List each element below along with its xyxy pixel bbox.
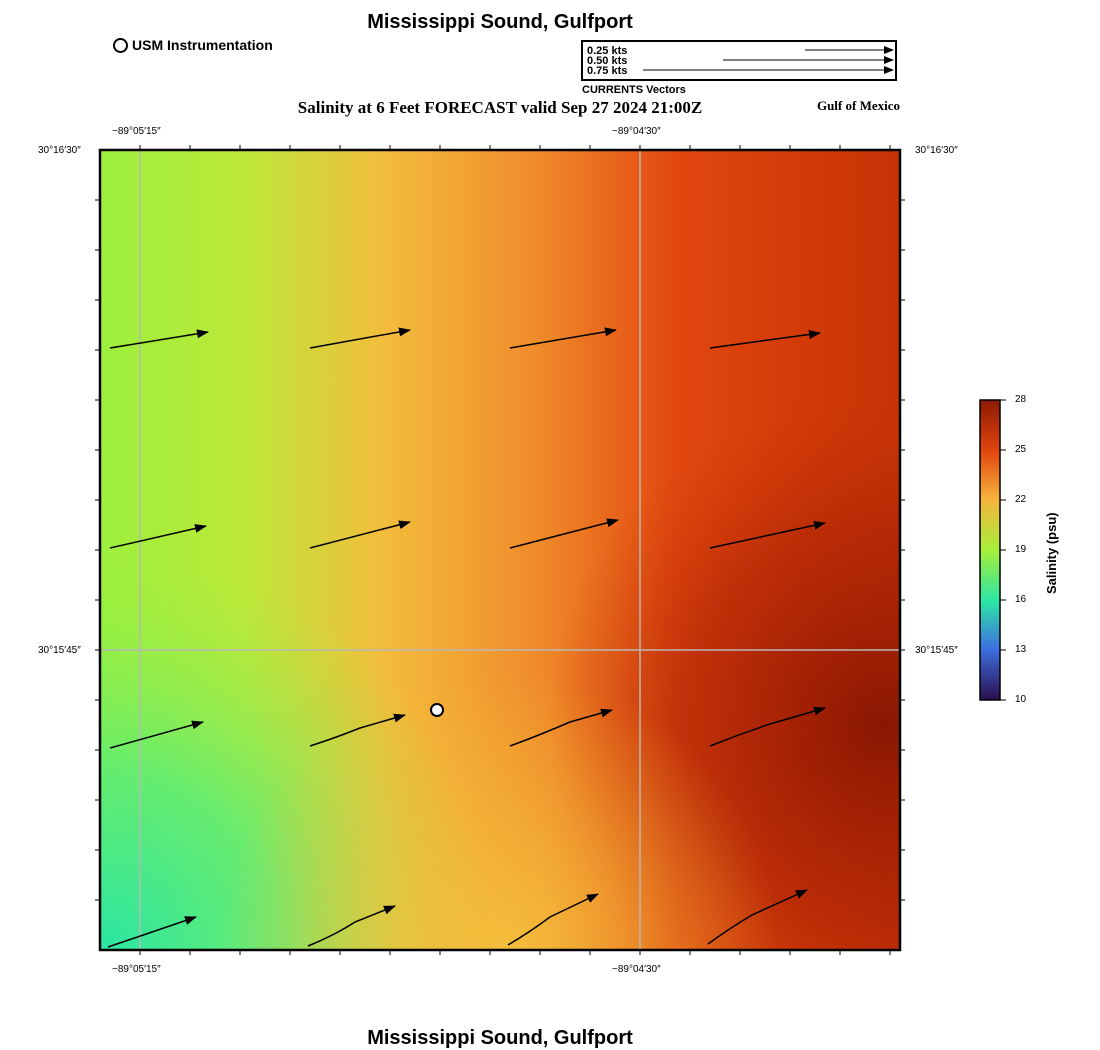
colorbar-tick: 19 (1015, 544, 1027, 555)
colorbar-label: Salinity (psu) (1044, 512, 1059, 594)
current-arrow (109, 329, 209, 349)
colorbar-tick: 28 (1015, 394, 1027, 405)
colorbar-tick: 16 (1015, 594, 1027, 605)
current-arrow (109, 720, 204, 749)
current-arrow (707, 889, 808, 945)
current-arrow (509, 518, 619, 549)
legend-speed-050: 0.50 kts (587, 55, 628, 67)
current-arrow (507, 893, 599, 946)
current-arrow (709, 520, 826, 549)
footer-title: Mississippi Sound, Gulfport (367, 1027, 633, 1049)
frame-ticks (95, 145, 905, 955)
lat-label-right-1: 30°16′30″ (915, 145, 958, 156)
current-arrow (509, 708, 613, 747)
colorbar-tick: 22 (1015, 494, 1027, 505)
legend-speed-025: 0.25 kts (587, 45, 628, 57)
colorbar-tick: 13 (1015, 644, 1027, 655)
current-arrow (309, 327, 411, 349)
map-subtitle: Salinity at 6 Feet FORECAST valid Sep 27… (297, 98, 703, 117)
lat-label-right-2: 30°15′45″ (915, 645, 958, 656)
map-title: Mississippi Sound, Gulfport (367, 11, 633, 33)
vector-legend-caption: CURRENTS Vectors (582, 84, 686, 96)
vector-legend-box: 0.25 kts 0.50 kts 0.75 kts (581, 40, 897, 81)
circle-marker-icon (113, 37, 128, 53)
lon-label-bottom-1: −89°05′15″ (112, 964, 161, 975)
legend-speed-075: 0.75 kts (587, 65, 628, 77)
current-arrow (309, 520, 411, 549)
lat-label-left-1: 30°16′30″ (38, 145, 81, 156)
lon-label-top-1: −89°05′15″ (112, 126, 161, 137)
current-arrow (107, 916, 197, 948)
current-arrow (709, 706, 826, 747)
current-arrow (309, 713, 406, 747)
current-arrow (307, 905, 396, 947)
current-vectors (107, 327, 826, 948)
station-marker[interactable] (430, 703, 444, 717)
current-arrow (509, 327, 617, 349)
lat-label-left-2: 30°15′45″ (38, 645, 81, 656)
region-label: Gulf of Mexico (816, 98, 900, 113)
colorbar-tick: 25 (1015, 444, 1027, 455)
station-legend-label: USM Instrumentation (132, 37, 273, 53)
lon-label-top-2: −89°04′30″ (612, 126, 661, 137)
colorbar (979, 399, 1006, 701)
colorbar-tick: 10 (1015, 694, 1027, 705)
current-arrow (709, 330, 821, 349)
current-arrow (109, 524, 207, 549)
lon-label-bottom-2: −89°04′30″ (612, 964, 661, 975)
station-legend: USM Instrumentation (113, 37, 273, 53)
legend-arrows (643, 46, 894, 74)
graticule (100, 150, 900, 950)
salinity-field (100, 150, 900, 950)
